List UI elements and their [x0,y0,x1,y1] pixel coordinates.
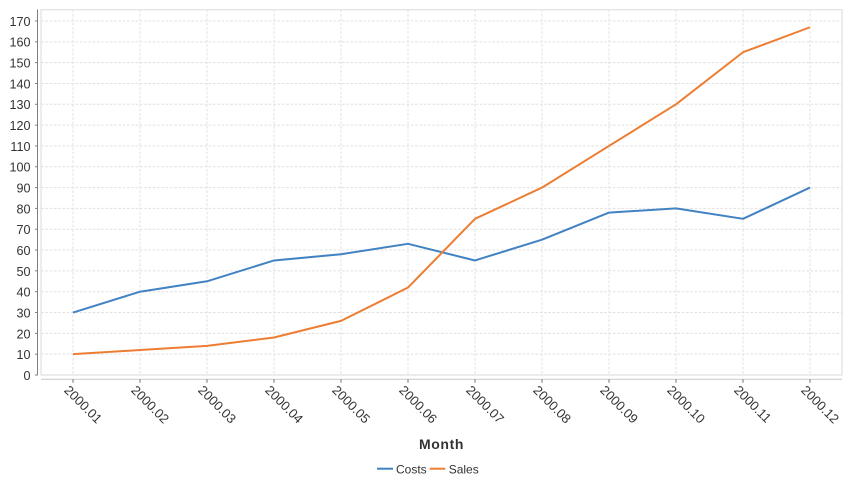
svg-text:0: 0 [23,369,30,383]
svg-text:Costs: Costs [396,462,427,476]
svg-text:100: 100 [9,161,30,175]
svg-text:90: 90 [16,181,30,195]
svg-text:160: 160 [9,36,30,50]
svg-text:140: 140 [9,77,30,91]
svg-text:20: 20 [16,327,30,341]
svg-text:130: 130 [9,98,30,112]
svg-text:50: 50 [16,265,30,279]
svg-text:150: 150 [9,57,30,71]
svg-text:120: 120 [9,119,30,133]
svg-text:80: 80 [16,202,30,216]
svg-text:30: 30 [16,306,30,320]
svg-text:110: 110 [10,140,30,154]
svg-text:40: 40 [16,286,30,300]
svg-text:10: 10 [16,348,30,362]
svg-text:70: 70 [16,223,30,237]
svg-text:Sales: Sales [449,462,479,476]
svg-text:Month: Month [419,436,464,452]
svg-text:170: 170 [9,15,30,29]
svg-text:60: 60 [16,244,30,258]
